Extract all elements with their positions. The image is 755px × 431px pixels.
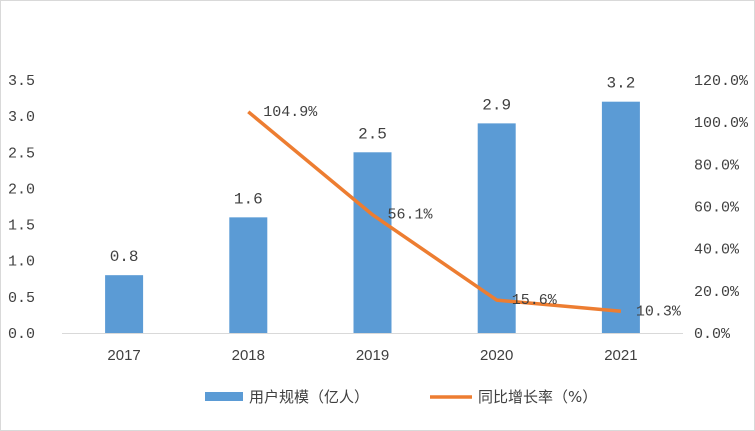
bar-data-label: 2.9 [482, 96, 511, 114]
bar [601, 101, 640, 333]
category-label: 2021 [604, 347, 637, 364]
left-tick-label: 3.5 [8, 73, 35, 90]
growth-rate-line [247, 110, 622, 314]
line-data-label: 56.1% [388, 207, 434, 224]
legend-label: 用户规模（亿人） [249, 388, 369, 406]
left-tick-label: 2.0 [8, 181, 35, 198]
bar-data-label: 2.5 [358, 125, 387, 143]
left-tick-label: 3.0 [8, 109, 35, 126]
right-tick-label: 40.0% [694, 242, 740, 259]
line-series [247, 110, 622, 314]
left-tick-label: 2.5 [8, 145, 35, 162]
left-tick-label: 0.0 [8, 326, 35, 343]
bar [353, 152, 392, 333]
left-axis: 0.0 0.5 1.0 1.5 2.0 2.5 3.0 3.5 [8, 73, 35, 343]
x-axis: 2017 2018 2019 2020 2021 [107, 347, 637, 364]
category-label: 2017 [107, 347, 140, 364]
left-tick-label: 0.5 [8, 290, 35, 307]
bar [229, 217, 268, 333]
bar-data-labels: 0.8 1.6 2.5 2.9 3.2 [110, 75, 636, 266]
line-data-label: 15.6% [512, 292, 558, 309]
line-data-label: 104.9% [263, 104, 318, 121]
right-tick-label: 100.0% [694, 115, 749, 132]
right-tick-label: 60.0% [694, 200, 740, 217]
category-label: 2018 [232, 347, 265, 364]
right-tick-label: 20.0% [694, 284, 740, 301]
left-tick-label: 1.0 [8, 254, 35, 271]
right-axis: 0.0% 20.0% 40.0% 60.0% 80.0% 100.0% 120.0% [694, 73, 749, 343]
line-data-labels: 104.9% 56.1% 15.6% 10.3% [263, 104, 682, 320]
legend-label: 同比增长率（%） [478, 388, 597, 406]
bar-series [105, 101, 640, 333]
bar-data-label: 1.6 [234, 190, 263, 208]
left-tick-label: 1.5 [8, 218, 35, 235]
right-tick-label: 0.0% [694, 326, 731, 343]
category-label: 2020 [480, 347, 513, 364]
right-tick-label: 80.0% [694, 157, 740, 174]
right-tick-label: 120.0% [694, 73, 749, 90]
legend-swatch-bar [205, 392, 243, 401]
bar-data-label: 3.2 [606, 75, 635, 93]
category-label: 2019 [356, 347, 389, 364]
legend: 用户规模（亿人） 同比增长率（%） [205, 388, 597, 406]
line-data-label: 10.3% [636, 303, 682, 320]
bar-data-label: 0.8 [110, 248, 139, 266]
bar [105, 275, 144, 333]
